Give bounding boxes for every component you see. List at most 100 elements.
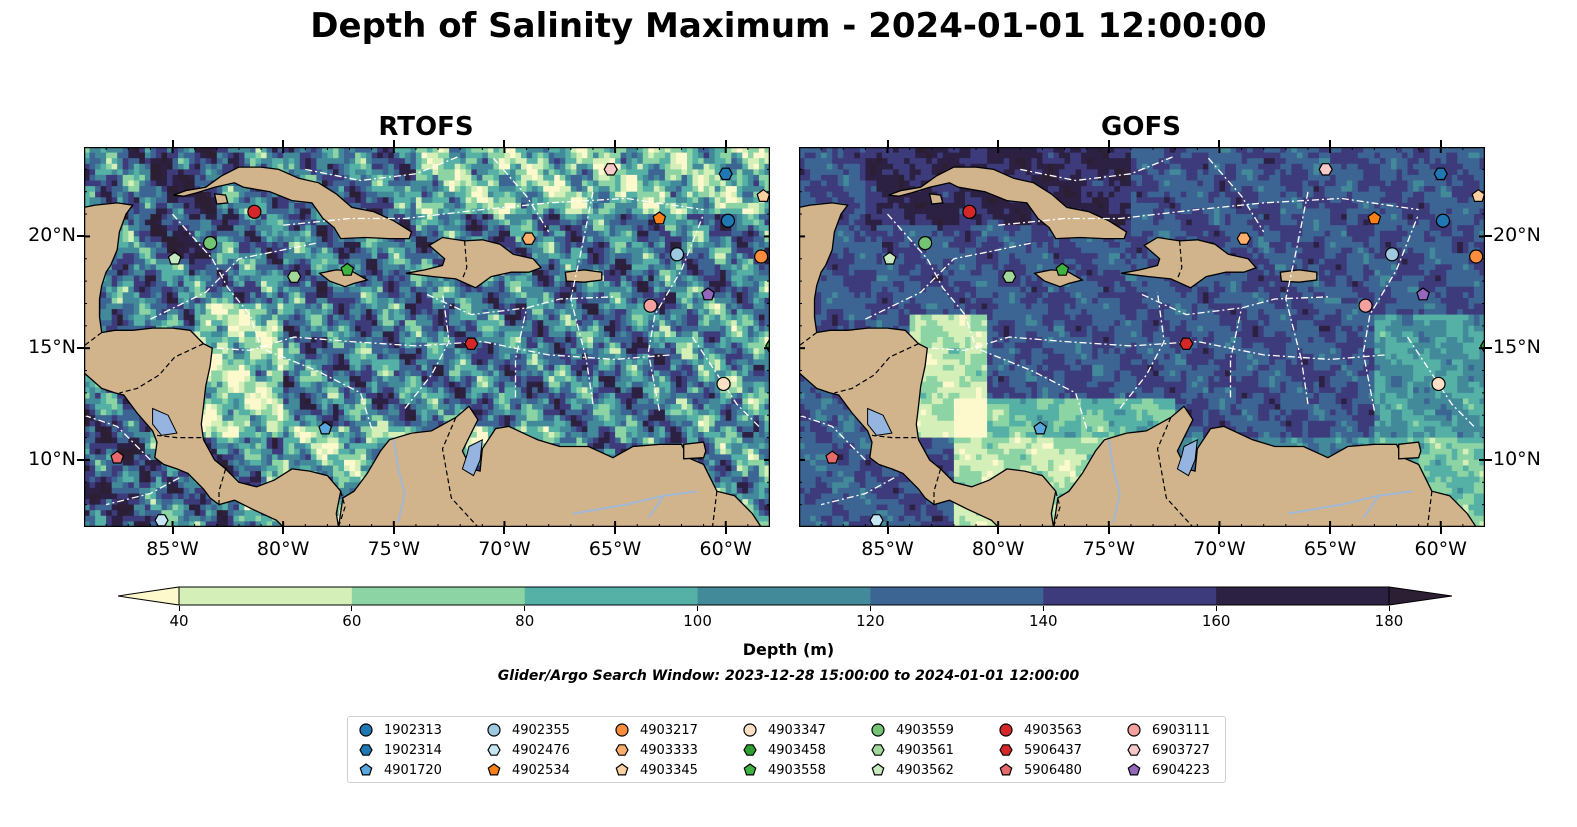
colorbar-tick-label: 100 <box>683 612 712 630</box>
legend-label: 4903562 <box>896 762 954 778</box>
colorbar-tick-label: 120 <box>856 612 885 630</box>
salinity-depth-field <box>84 147 770 527</box>
lat-tick-mark <box>1485 458 1492 461</box>
legend-item-4903563: 4903563 <box>998 721 1082 739</box>
hexagon-marker-icon <box>615 744 629 756</box>
colorbar-segment <box>697 587 871 605</box>
land-cuba <box>888 166 1128 240</box>
legend-marker <box>871 763 885 776</box>
eez-boundary <box>887 213 977 349</box>
river <box>392 439 406 523</box>
eez-boundary <box>998 197 1419 226</box>
lon-tick-label: 65°W <box>1303 538 1357 560</box>
colorbar-tick-label: 60 <box>342 612 362 630</box>
circle-marker-icon <box>487 723 501 737</box>
float-legend: 1902313 1902314 4901720 4902355 4902476 49025… <box>347 716 1226 783</box>
eez-boundary <box>150 242 317 320</box>
country-border <box>218 468 227 505</box>
lon-tick-mark <box>886 527 889 534</box>
float-marker-6903111 <box>643 298 658 313</box>
circle-marker-icon <box>615 723 629 737</box>
legend-marker <box>359 723 373 737</box>
eez-boundary <box>105 477 180 506</box>
lon-tick-mark <box>1218 527 1221 534</box>
float-marker-5906480 <box>110 450 125 464</box>
colorbar-tick <box>1215 606 1217 611</box>
lon-tick-label: 70°W <box>478 538 531 560</box>
colorbar-tick <box>697 606 699 611</box>
lat-tick-mark <box>1485 235 1492 238</box>
eez-boundary <box>404 292 450 409</box>
float-marker-4903563 <box>247 204 262 219</box>
float-marker-4903559 <box>203 236 218 251</box>
float-marker-4903217 <box>1469 249 1484 264</box>
float-marker-5906437 <box>464 337 479 350</box>
eez-boundary <box>216 336 671 361</box>
lat-tick-label: 15°N <box>28 336 76 359</box>
float-marker-5906437 <box>1179 337 1194 350</box>
gofs-map <box>799 147 1485 527</box>
land-puertoRico <box>564 269 603 283</box>
river <box>572 490 698 515</box>
pentagon-marker-icon <box>615 763 629 776</box>
lat-tick-mark <box>77 347 84 350</box>
colorbar-tick <box>351 606 353 611</box>
float-marker-6903111 <box>1358 298 1373 313</box>
float-marker-6903727 <box>603 163 618 176</box>
float-marker-4902534 <box>1367 211 1382 225</box>
legend-label: 1902314 <box>384 742 442 758</box>
legend-item-4903333: 4903333 <box>614 741 698 759</box>
lon-tick-mark <box>282 140 285 147</box>
lat-tick-mark <box>1485 347 1492 350</box>
country-border <box>711 491 718 527</box>
float-marker-4903347 <box>1431 376 1446 392</box>
float-marker-4903333 <box>1236 232 1251 245</box>
lon-tick-label: 75°W <box>367 538 421 560</box>
legend-item-6903111: 6903111 <box>1126 721 1210 739</box>
lon-tick-mark <box>392 527 395 534</box>
lon-tick-mark <box>724 527 727 534</box>
legend-item-1902314: 1902314 <box>358 741 442 759</box>
colorbar-tick-label: 140 <box>1028 612 1058 630</box>
eez-boundary <box>820 477 895 506</box>
lon-tick-label: 70°W <box>1193 538 1246 560</box>
land-jamaica <box>318 269 370 288</box>
float-marker-4903558 <box>340 262 355 276</box>
pentagon-marker-icon <box>871 763 885 776</box>
legend-marker <box>871 744 885 756</box>
circle-marker-icon <box>359 723 373 737</box>
legend-item-4903217: 4903217 <box>614 721 698 739</box>
eez-boundary <box>305 155 461 182</box>
lake-nicaragua <box>867 407 893 436</box>
river <box>1362 495 1380 519</box>
legend-item-1902313: 1902313 <box>358 721 442 739</box>
colorbar-tick <box>524 606 526 611</box>
circle-marker-icon <box>871 723 885 737</box>
lake-maracaibo <box>461 438 483 477</box>
eez-boundary <box>931 336 1386 361</box>
legend-item-4903561: 4903561 <box>870 741 954 759</box>
colorbar-tick <box>1388 606 1390 611</box>
legend-label: 6904223 <box>1152 762 1210 778</box>
lon-tick-mark <box>1218 140 1221 147</box>
float-marker-6903727 <box>1318 163 1333 176</box>
colorbar-segment <box>1043 587 1217 605</box>
lon-tick-label: 80°W <box>971 538 1025 560</box>
eez-boundary <box>172 213 262 349</box>
river <box>1287 490 1413 515</box>
float-marker-4903562 <box>882 251 897 265</box>
legend-label: 4903558 <box>768 762 826 778</box>
lon-tick-mark <box>1329 527 1332 534</box>
pentagon-marker-icon <box>1127 763 1141 776</box>
eez-boundary <box>1020 155 1176 182</box>
float-marker-4903561 <box>287 270 302 283</box>
legend-item-5906437: 5906437 <box>998 741 1082 759</box>
float-marker-6904223 <box>1416 287 1430 301</box>
land-hispaniola <box>405 236 543 289</box>
hexagon-marker-icon <box>487 744 501 756</box>
eez-boundary <box>1119 292 1165 409</box>
float-marker-4902534 <box>652 211 667 225</box>
legend-item-4903347: 4903347 <box>742 721 826 739</box>
float-marker-5906480 <box>825 450 840 464</box>
eez-boundary <box>84 414 151 461</box>
